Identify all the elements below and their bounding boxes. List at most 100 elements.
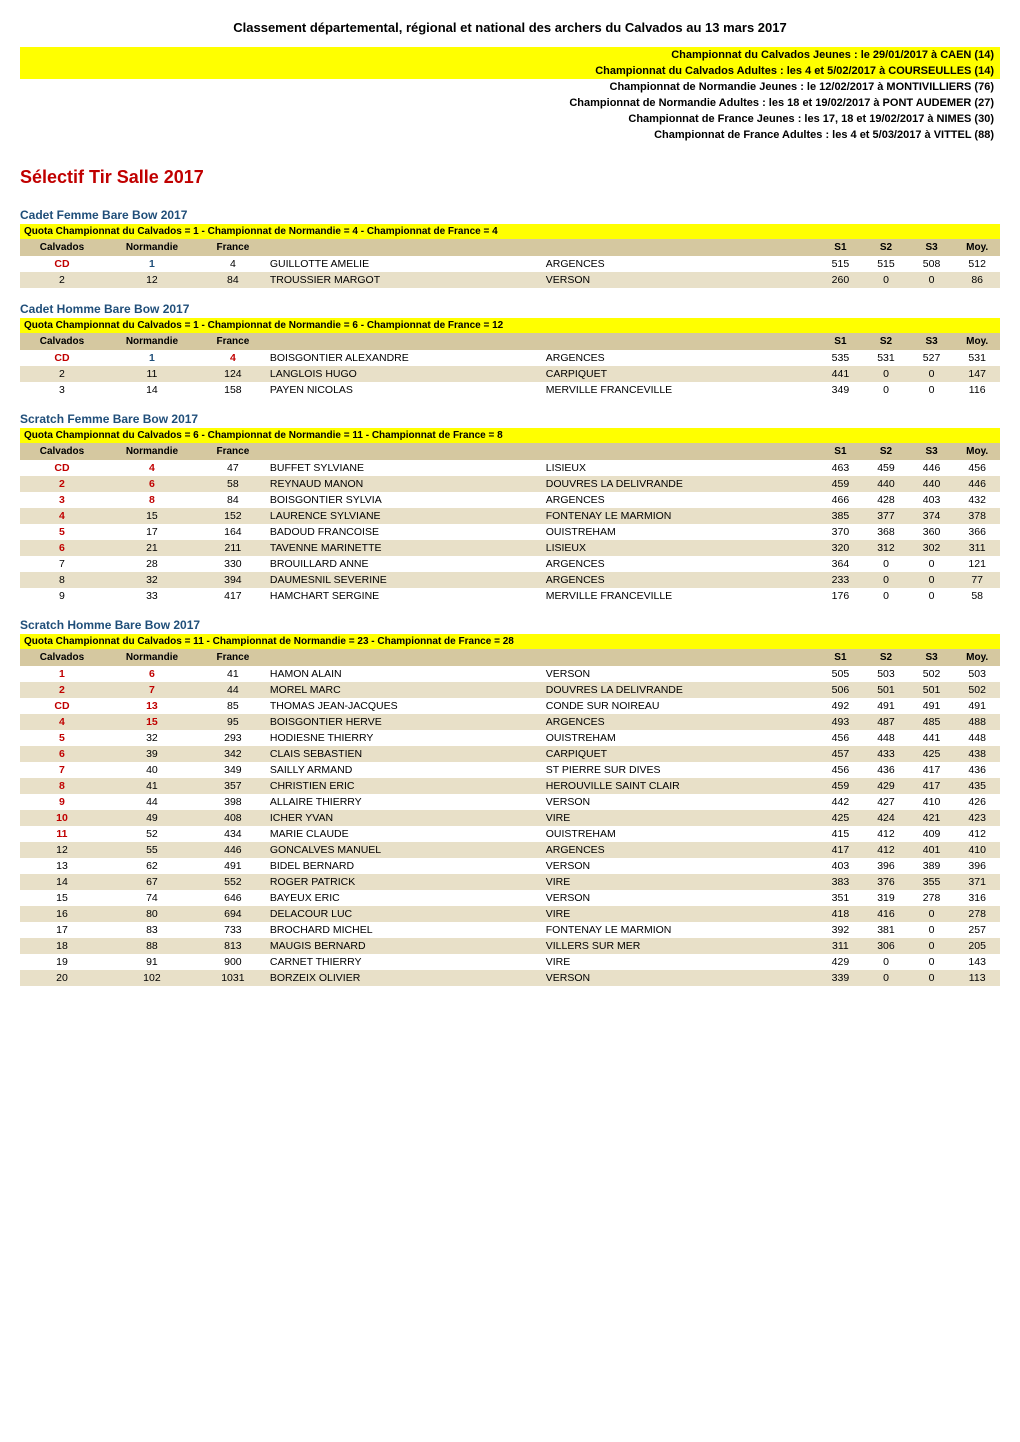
cell-s2: 412 <box>863 826 909 842</box>
th-s2: S2 <box>863 239 909 256</box>
th-club <box>542 239 818 256</box>
cell-france: 434 <box>200 826 266 842</box>
table-row: 728330BROUILLARD ANNEARGENCES36400121 <box>20 556 1000 572</box>
cell-s2: 487 <box>863 714 909 730</box>
cell-club: ARGENCES <box>542 350 818 366</box>
cell-france: 211 <box>200 540 266 556</box>
table-row: 933417HAMCHART SERGINEMERVILLE FRANCEVIL… <box>20 588 1000 604</box>
cell-normandie: 62 <box>104 858 200 874</box>
cell-s3: 446 <box>909 460 955 476</box>
cell-club: VERSON <box>542 794 818 810</box>
cell-normandie: 88 <box>104 938 200 954</box>
th-france: France <box>200 333 266 350</box>
cell-normandie: 83 <box>104 922 200 938</box>
cell-calvados: 16 <box>20 906 104 922</box>
cell-s2: 515 <box>863 256 909 272</box>
cell-s3: 0 <box>909 366 955 382</box>
category-title: Scratch Homme Bare Bow 2017 <box>20 618 1000 632</box>
cell-moy: 371 <box>954 874 1000 890</box>
cell-france: 646 <box>200 890 266 906</box>
cell-club: VERSON <box>542 858 818 874</box>
cell-s2: 459 <box>863 460 909 476</box>
table-row: 1991900CARNET THIERRYVIRE42900143 <box>20 954 1000 970</box>
th-s1: S1 <box>818 649 864 666</box>
cell-s3: 0 <box>909 272 955 288</box>
table-row: 841357CHRISTIEN ERICHEROUVILLE SAINT CLA… <box>20 778 1000 794</box>
cell-moy: 113 <box>954 970 1000 986</box>
cell-france: 552 <box>200 874 266 890</box>
cell-s2: 377 <box>863 508 909 524</box>
th-s2: S2 <box>863 443 909 460</box>
cell-normandie: 33 <box>104 588 200 604</box>
table-row: 532293HODIESNE THIERRYOUISTREHAM45644844… <box>20 730 1000 746</box>
cell-s2: 376 <box>863 874 909 890</box>
table-row: 3884BOISGONTIER SYLVIAARGENCES4664284034… <box>20 492 1000 508</box>
cell-france: 44 <box>200 682 266 698</box>
cell-s2: 416 <box>863 906 909 922</box>
cell-s3: 417 <box>909 762 955 778</box>
cell-name: THOMAS JEAN-JACQUES <box>266 698 542 714</box>
cell-club: VERSON <box>542 666 818 682</box>
table-row: CD14BOISGONTIER ALEXANDREARGENCES5355315… <box>20 350 1000 366</box>
cell-s3: 417 <box>909 778 955 794</box>
cell-name: BORZEIX OLIVIER <box>266 970 542 986</box>
cell-calvados: 4 <box>20 714 104 730</box>
cell-s1: 233 <box>818 572 864 588</box>
cell-calvados: 11 <box>20 826 104 842</box>
cell-s1: 429 <box>818 954 864 970</box>
table-row: 1255446GONCALVES MANUELARGENCES417412401… <box>20 842 1000 858</box>
cell-france: 491 <box>200 858 266 874</box>
cell-s3: 360 <box>909 524 955 540</box>
table-row: 740349SAILLY ARMANDST PIERRE SUR DIVES45… <box>20 762 1000 778</box>
cell-moy: 205 <box>954 938 1000 954</box>
th-s3: S3 <box>909 239 955 256</box>
cell-s2: 0 <box>863 588 909 604</box>
cell-normandie: 40 <box>104 762 200 778</box>
ranking-table: CalvadosNormandieFranceS1S2S3Moy.CD14BOI… <box>20 333 1000 398</box>
cell-normandie: 102 <box>104 970 200 986</box>
cell-s3: 410 <box>909 794 955 810</box>
cell-club: OUISTREHAM <box>542 524 818 540</box>
cell-s2: 0 <box>863 556 909 572</box>
cell-s3: 485 <box>909 714 955 730</box>
th-name <box>266 649 542 666</box>
cell-s2: 428 <box>863 492 909 508</box>
cell-club: DOUVRES LA DELIVRANDE <box>542 682 818 698</box>
cell-france: 84 <box>200 492 266 508</box>
cell-moy: 58 <box>954 588 1000 604</box>
cell-normandie: 32 <box>104 572 200 588</box>
cell-calvados: 17 <box>20 922 104 938</box>
cell-club: LISIEUX <box>542 540 818 556</box>
cell-s1: 456 <box>818 762 864 778</box>
cell-s3: 527 <box>909 350 955 366</box>
cell-s3: 491 <box>909 698 955 714</box>
cell-s1: 349 <box>818 382 864 398</box>
cell-france: 330 <box>200 556 266 572</box>
cell-calvados: 4 <box>20 508 104 524</box>
event-line: Championnat de France Adultes : les 4 et… <box>20 127 1000 143</box>
cell-club: CARPIQUET <box>542 366 818 382</box>
th-moy: Moy. <box>954 333 1000 350</box>
cell-s2: 424 <box>863 810 909 826</box>
cell-s1: 442 <box>818 794 864 810</box>
cell-france: 85 <box>200 698 266 714</box>
cell-club: MERVILLE FRANCEVILLE <box>542 588 818 604</box>
cell-club: CONDE SUR NOIREAU <box>542 698 818 714</box>
cell-s2: 0 <box>863 366 909 382</box>
cell-normandie: 39 <box>104 746 200 762</box>
cell-s3: 374 <box>909 508 955 524</box>
cell-france: 342 <box>200 746 266 762</box>
cell-france: 1031 <box>200 970 266 986</box>
cell-s3: 302 <box>909 540 955 556</box>
cell-normandie: 74 <box>104 890 200 906</box>
quota-bar: Quota Championnat du Calvados = 1 - Cham… <box>20 224 1000 239</box>
cell-france: 152 <box>200 508 266 524</box>
cell-club: VERSON <box>542 890 818 906</box>
cell-moy: 423 <box>954 810 1000 826</box>
cell-calvados: 14 <box>20 874 104 890</box>
cell-normandie: 41 <box>104 778 200 794</box>
cell-club: VILLERS SUR MER <box>542 938 818 954</box>
cell-calvados: 7 <box>20 762 104 778</box>
cell-calvados: 3 <box>20 492 104 508</box>
cell-moy: 432 <box>954 492 1000 508</box>
